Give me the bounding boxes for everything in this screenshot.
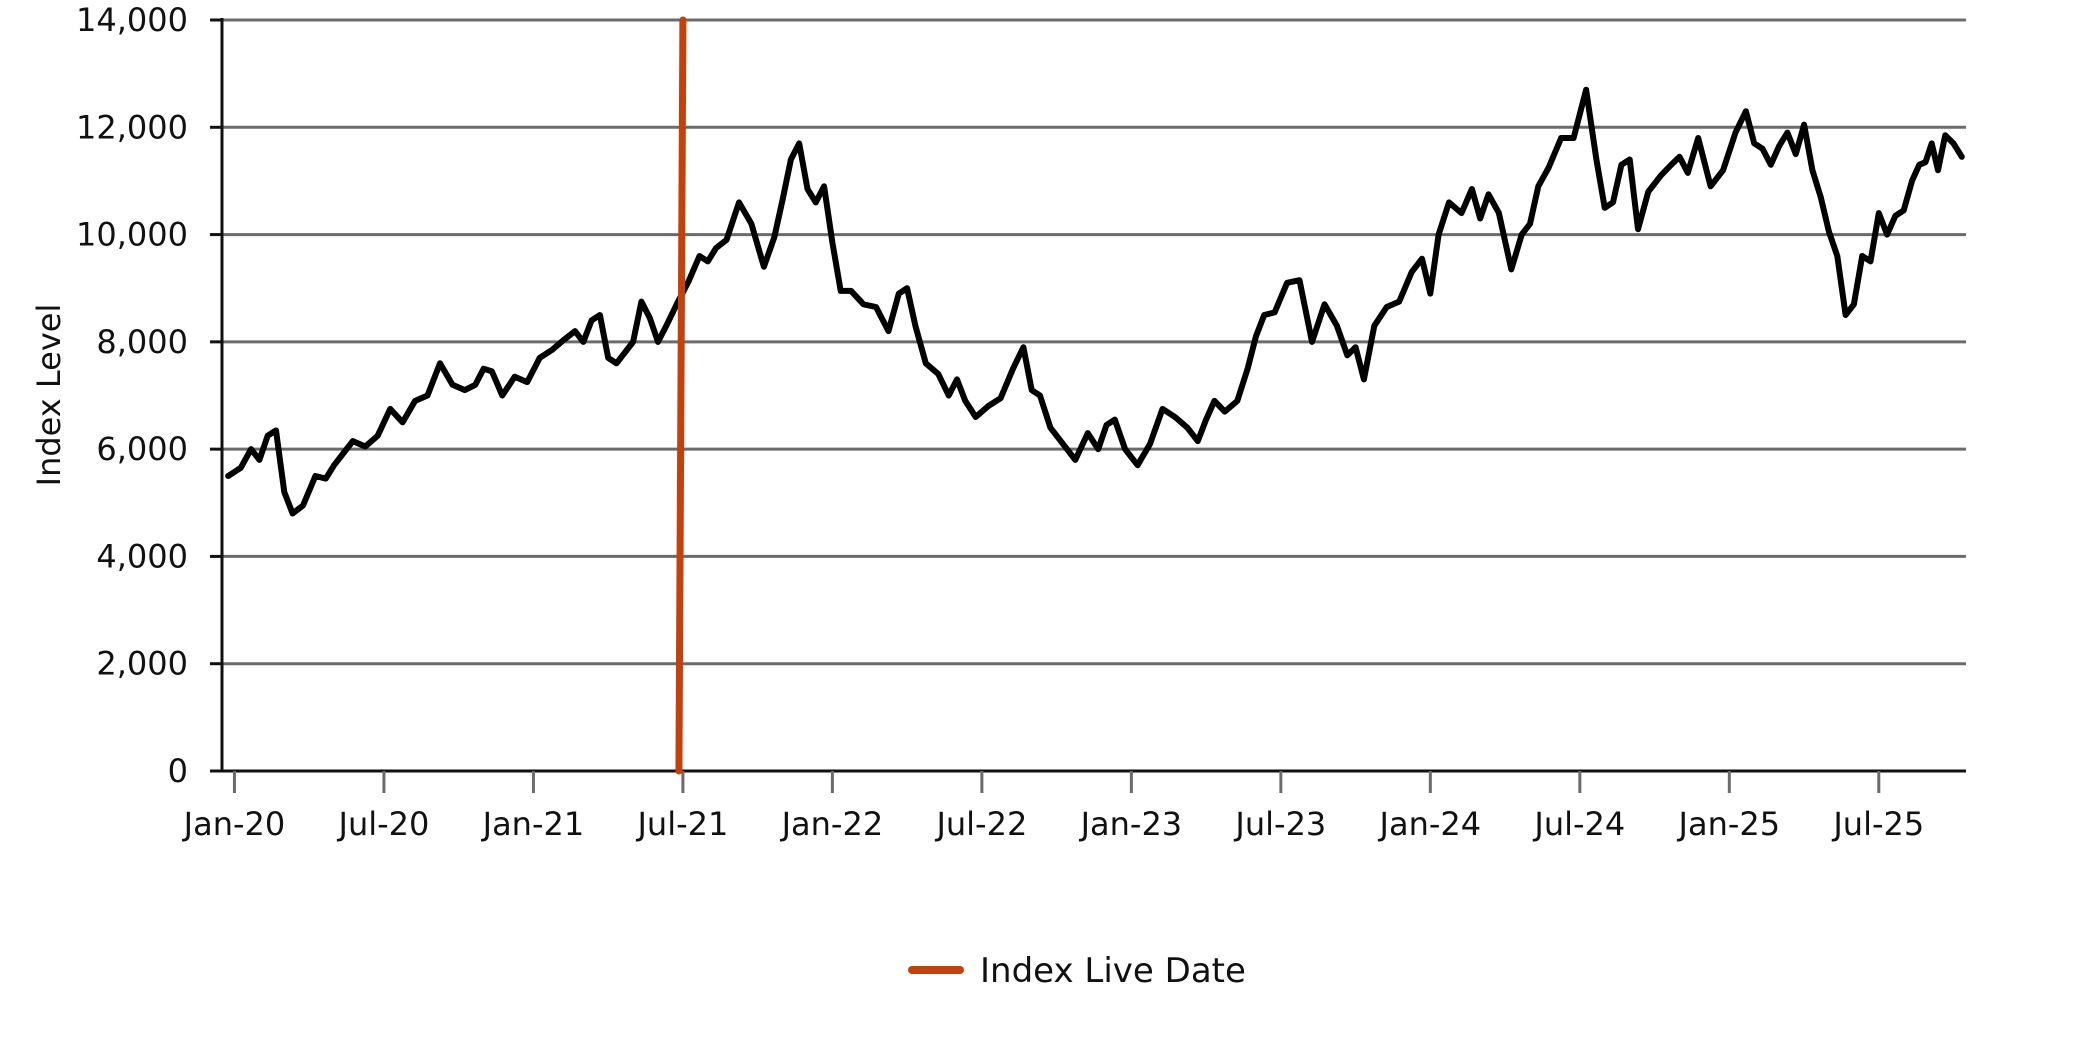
x-ticks: Jan-20 Jul-20 Jan-21 Jul-21 Jan-22 Jul-22 Jan-… bbox=[182, 771, 1924, 843]
x-tick-label: Jan-21 bbox=[481, 805, 585, 843]
y-tick-label: 10,000 bbox=[76, 216, 188, 254]
x-tick-label: Jul-22 bbox=[934, 805, 1027, 843]
x-tick-label: Jul-23 bbox=[1233, 805, 1326, 843]
series-line bbox=[225, 86, 1965, 517]
y-tick-label: 6,000 bbox=[96, 430, 188, 468]
y-tick-label: 8,000 bbox=[96, 323, 188, 361]
x-tick-label: Jan-24 bbox=[1378, 805, 1482, 843]
axes bbox=[220, 18, 1966, 773]
x-tick-label: Jul-25 bbox=[1831, 805, 1924, 843]
y-tick-label: 14,000 bbox=[76, 1, 188, 39]
x-tick-label: Jul-20 bbox=[337, 805, 430, 843]
y-ticks: 0 2,000 4,000 6,000 8,000 10,000 12,000 14,000 bbox=[76, 1, 222, 790]
x-tick-label: Jul-21 bbox=[635, 805, 728, 843]
index-live-date-line bbox=[675, 16, 687, 775]
legend-label: Index Live Date bbox=[980, 951, 1246, 991]
x-tick-label: Jan-20 bbox=[182, 805, 286, 843]
y-tick-label: 4,000 bbox=[96, 537, 188, 575]
y-tick-label: 0 bbox=[168, 752, 188, 790]
x-tick-label: Jul-24 bbox=[1532, 805, 1625, 843]
legend: Index Live Date bbox=[908, 951, 1246, 991]
y-tick-label: 2,000 bbox=[96, 645, 188, 683]
series-layer bbox=[225, 86, 1965, 517]
y-tick-label: 12,000 bbox=[76, 108, 188, 146]
x-tick-label: Jan-23 bbox=[1079, 805, 1183, 843]
y-axis-title: Index Level bbox=[30, 304, 68, 487]
x-tick-label: Jan-25 bbox=[1677, 805, 1781, 843]
grid-lines bbox=[222, 18, 1966, 666]
x-tick-label: Jan-22 bbox=[780, 805, 884, 843]
annotations-layer bbox=[675, 16, 687, 775]
